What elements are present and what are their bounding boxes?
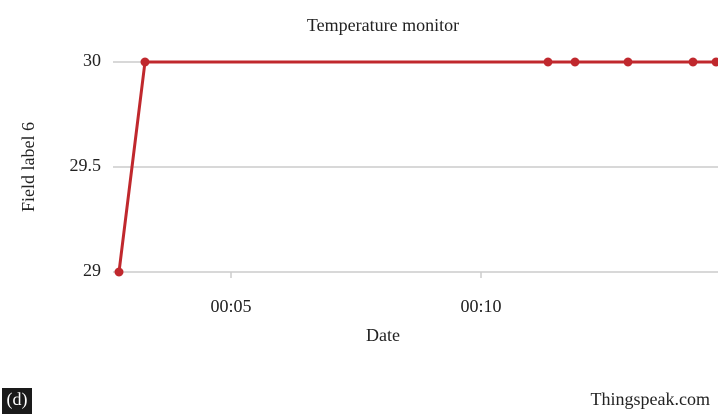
chart-title: Temperature monitor — [307, 15, 459, 35]
y-tick-label: 30 — [83, 50, 101, 70]
x-tick-label: 00:05 — [210, 296, 251, 316]
point — [114, 267, 124, 277]
source-label: Thingspeak.com — [591, 389, 710, 409]
point — [688, 57, 698, 67]
panel-label-box — [2, 388, 32, 414]
panel-label: (d) — [7, 389, 28, 410]
x-tick-label: 00:10 — [460, 296, 501, 316]
y-tick-label: 29.5 — [70, 155, 102, 175]
point — [623, 57, 633, 67]
y-axis-label: Field label 6 — [18, 122, 38, 212]
point — [140, 57, 150, 67]
y-tick-label: 29 — [83, 260, 101, 280]
x-axis-label: Date — [366, 325, 400, 345]
point — [711, 57, 718, 67]
point — [570, 57, 580, 67]
point — [543, 57, 553, 67]
